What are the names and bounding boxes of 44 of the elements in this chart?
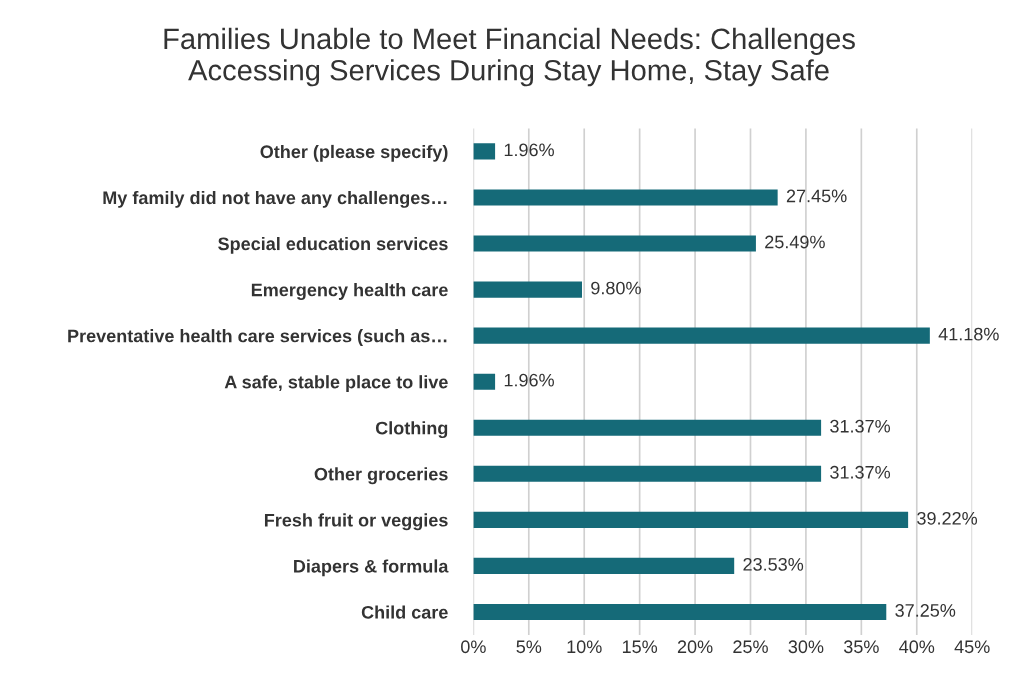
x-tick-label: 25% — [733, 640, 768, 654]
y-tick-label: Diapers & formula — [294, 559, 449, 577]
y-tick-label: Special education services — [218, 236, 448, 254]
data-label: 27.45% — [786, 189, 847, 203]
bar — [473, 603, 887, 621]
data-label: 31.37% — [830, 465, 891, 479]
x-tick-label: 20% — [677, 640, 713, 654]
bar — [473, 235, 756, 252]
y-tick-label: A safe, stable place to live — [224, 375, 448, 392]
bar — [473, 511, 909, 528]
bar — [473, 465, 822, 482]
bar — [473, 557, 735, 574]
data-label: 39.22% — [917, 511, 978, 525]
bar — [473, 419, 822, 436]
bar — [473, 189, 778, 206]
data-label: 9.80% — [591, 281, 641, 295]
y-tick-label: Other (please specify) — [260, 144, 448, 162]
y-tick-label: Emergency health care — [251, 283, 448, 300]
x-tick-label: 15% — [622, 640, 658, 654]
x-tick-label: 45% — [954, 640, 990, 654]
data-label: 1.96% — [504, 143, 554, 157]
x-tick-label: 10% — [567, 640, 602, 654]
data-label: 1.96% — [504, 373, 554, 387]
bar — [473, 373, 496, 390]
y-tick-label: Fresh fruit or veggies — [264, 513, 448, 531]
x-tick-label: 40% — [899, 640, 935, 654]
data-label: 25.49% — [765, 235, 825, 249]
x-tick-label: 30% — [788, 640, 824, 654]
y-tick-label: Preventative health care services (such as… — [68, 329, 447, 346]
y-tick-label: Child care — [361, 605, 448, 619]
bar — [473, 327, 930, 344]
data-label: 31.37% — [830, 419, 891, 433]
x-tick-label: 0% — [461, 640, 486, 654]
y-tick-label: My family did not have any challenges… — [103, 190, 447, 208]
x-tick-label: 5% — [516, 640, 542, 654]
y-tick-label: Other groceries — [314, 467, 448, 485]
bar — [473, 281, 582, 298]
x-tick-label: 35% — [843, 640, 879, 654]
y-tick-label: Clothing — [375, 421, 448, 439]
data-label: 37.25% — [895, 604, 956, 617]
chart-title: Families Unable to Meet Financial Needs: Challenges Accessing Services During Stay Home, Stay Safe — [164, 27, 855, 87]
data-label: 41.18% — [938, 327, 999, 341]
data-label: 23.53% — [743, 557, 804, 571]
bar — [473, 143, 496, 160]
